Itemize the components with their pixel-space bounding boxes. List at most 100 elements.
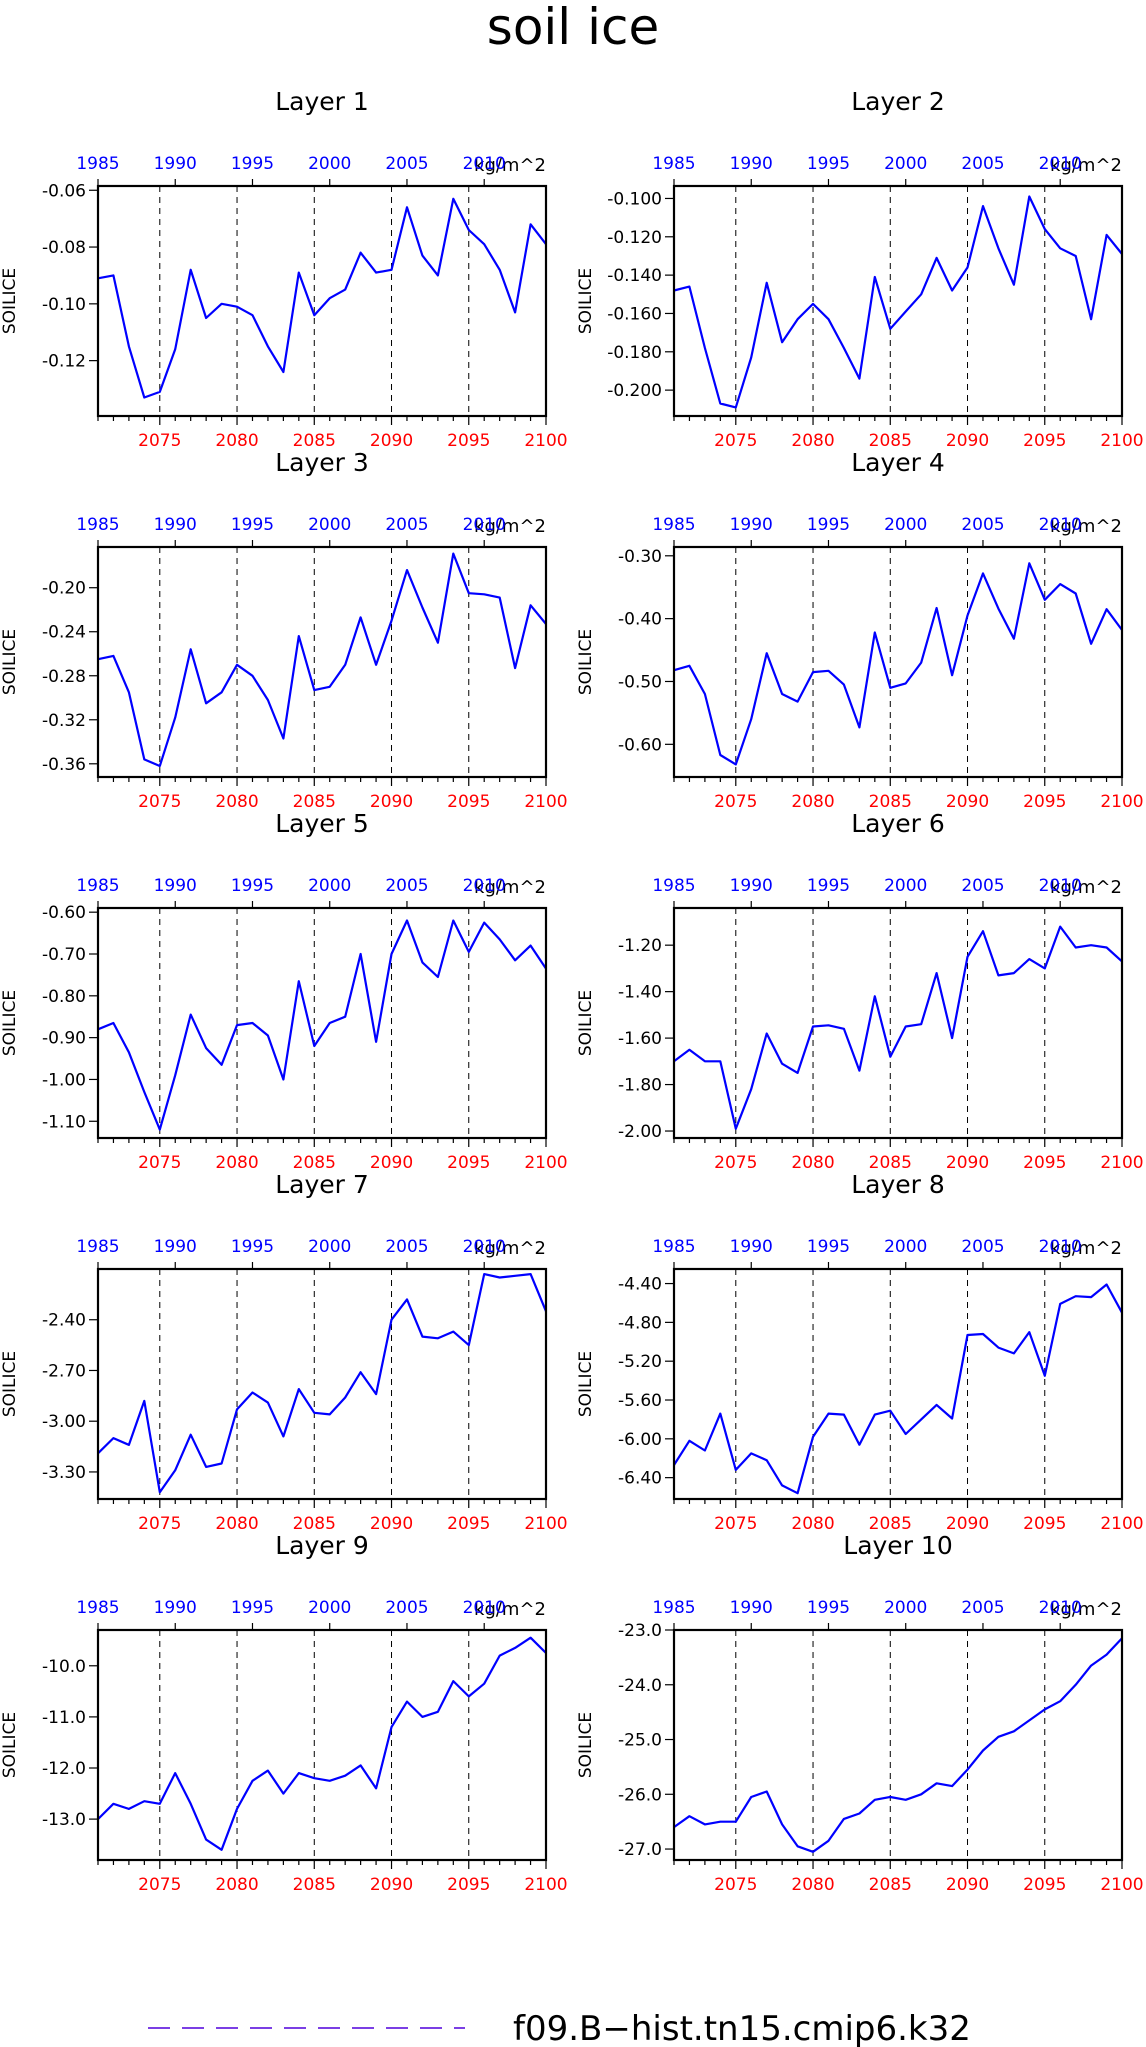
- x-tick-label-top: 1985: [76, 876, 119, 896]
- x-tick-label-top: 2000: [308, 154, 351, 174]
- x-tick-label-bottom: 2100: [1100, 1514, 1143, 1534]
- x-tick-label-bottom: 2100: [524, 1153, 567, 1173]
- data-series-line: [97, 1636, 547, 1851]
- figure-title: soil ice: [487, 0, 659, 56]
- y-tick-label: -2.00: [618, 1122, 662, 1142]
- units-label: kg/m^2: [1050, 1238, 1122, 1259]
- y-tick-label: -0.90: [42, 1029, 86, 1049]
- chart-panel-1: Layer 1 kg/m^2 SOILICE 2075 2080 2085 2090 2095…: [0, 87, 568, 451]
- y-tick-label: -1.10: [42, 1112, 86, 1132]
- x-tick-label-top: 1985: [652, 154, 695, 174]
- x-tick-label-bottom: 2080: [791, 1875, 834, 1895]
- x-tick-label-top: 2010: [1039, 876, 1082, 896]
- chart-panel-5: Layer 5 kg/m^2 SOILICE 2075 2080 2085 2090 2095…: [0, 809, 568, 1173]
- y-tick-label: -12.0: [42, 1759, 86, 1779]
- panel-title: Layer 7: [275, 1170, 369, 1199]
- x-tick-label-top: 1990: [154, 154, 197, 174]
- panel-title: Layer 6: [851, 809, 945, 838]
- units-label: kg/m^2: [1050, 1599, 1122, 1620]
- x-tick-label-bottom: 2085: [869, 1153, 912, 1173]
- data-series-line: [97, 552, 547, 768]
- x-tick-label-top: 1990: [154, 1237, 197, 1257]
- x-tick-label-top: 2010: [1039, 1598, 1082, 1618]
- x-tick-label-top: 2000: [308, 1598, 351, 1618]
- x-tick-label-top: 2005: [961, 1598, 1004, 1618]
- panel-title: Layer 8: [851, 1170, 945, 1199]
- x-tick-label-bottom: 2100: [1100, 431, 1143, 451]
- x-tick-label-bottom: 2090: [946, 431, 989, 451]
- y-tick-label: -0.60: [42, 903, 86, 923]
- y-axis-label: SOILICE: [576, 268, 596, 334]
- chart-panel-8: Layer 8 kg/m^2 SOILICE 2075 2080 2085 2090 2095…: [576, 1170, 1144, 1534]
- x-tick-label-top: 2000: [308, 876, 351, 896]
- x-tick-label-bottom: 2090: [370, 1153, 413, 1173]
- x-tick-label-bottom: 2095: [1023, 1875, 1066, 1895]
- y-tick-label: -0.40: [618, 610, 662, 630]
- x-tick-label-top: 1990: [154, 876, 197, 896]
- y-tick-label: -0.50: [618, 672, 662, 692]
- x-tick-label-top: 2000: [308, 1237, 351, 1257]
- y-tick-label: -0.10: [42, 295, 86, 315]
- x-tick-label-bottom: 2100: [524, 431, 567, 451]
- plot-frame: [96, 1267, 548, 1501]
- y-tick-label: -0.100: [607, 189, 662, 209]
- x-tick-label-bottom: 2075: [138, 1875, 181, 1895]
- plot-frame: [672, 545, 1124, 779]
- plot-frame: [672, 906, 1124, 1140]
- chart-panel-6: Layer 6 kg/m^2 SOILICE 2075 2080 2085 2090 2095…: [576, 809, 1144, 1173]
- y-tick-label: -11.0: [42, 1708, 86, 1728]
- x-tick-label-bottom: 2095: [447, 431, 490, 451]
- x-tick-label-top: 1995: [807, 1598, 850, 1618]
- x-tick-label-bottom: 2095: [447, 1153, 490, 1173]
- chart-panel-7: Layer 7 kg/m^2 SOILICE 2075 2080 2085 2090 2095…: [0, 1170, 568, 1534]
- data-series-line: [97, 197, 547, 399]
- x-tick-label-bottom: 2080: [791, 1153, 834, 1173]
- x-tick-label-top: 2010: [463, 1237, 506, 1257]
- y-tick-label: -1.20: [618, 936, 662, 956]
- units-label: kg/m^2: [474, 1238, 546, 1259]
- x-tick-label-top: 1985: [652, 876, 695, 896]
- units-label: kg/m^2: [474, 516, 546, 537]
- x-tick-label-bottom: 2085: [869, 1514, 912, 1534]
- x-tick-label-top: 2000: [884, 1598, 927, 1618]
- y-tick-label: -0.06: [42, 181, 86, 201]
- plot-frame: [672, 184, 1124, 418]
- x-tick-label-bottom: 2080: [791, 792, 834, 812]
- x-tick-label-top: 2000: [884, 515, 927, 535]
- x-tick-label-bottom: 2095: [447, 792, 490, 812]
- x-tick-label-top: 1990: [154, 1598, 197, 1618]
- y-tick-label: -0.120: [607, 228, 662, 248]
- chart-panel-4: Layer 4 kg/m^2 SOILICE 2075 2080 2085 2090 2095…: [576, 448, 1144, 812]
- x-tick-label-top: 1995: [231, 515, 274, 535]
- data-series-line: [97, 919, 547, 1131]
- y-tick-label: -0.12: [42, 352, 86, 372]
- x-tick-label-top: 2000: [884, 154, 927, 174]
- x-tick-label-bottom: 2095: [1023, 792, 1066, 812]
- y-tick-label: -13.0: [42, 1810, 86, 1830]
- x-tick-label-bottom: 2085: [869, 792, 912, 812]
- y-axis-label: SOILICE: [576, 629, 596, 695]
- x-tick-label-bottom: 2090: [946, 1514, 989, 1534]
- x-tick-label-top: 2005: [961, 876, 1004, 896]
- legend-label: f09.B−hist.tn15.cmip6.k32: [513, 2009, 971, 2047]
- panel-title: Layer 2: [851, 87, 945, 116]
- panel-title: Layer 4: [851, 448, 945, 477]
- x-tick-label-bottom: 2075: [714, 431, 757, 451]
- x-tick-label-top: 1995: [807, 876, 850, 896]
- x-tick-label-bottom: 2075: [138, 1153, 181, 1173]
- y-axis-label: SOILICE: [0, 990, 20, 1056]
- x-tick-label-bottom: 2095: [1023, 431, 1066, 451]
- x-tick-label-top: 2005: [385, 876, 428, 896]
- y-tick-label: -1.80: [618, 1076, 662, 1096]
- x-tick-label-top: 2010: [1039, 154, 1082, 174]
- y-tick-label: -5.60: [618, 1391, 662, 1411]
- y-tick-label: -4.80: [618, 1313, 662, 1333]
- x-tick-label-top: 1995: [231, 154, 274, 174]
- panel-title: Layer 9: [275, 1531, 369, 1560]
- y-tick-label: -0.160: [607, 304, 662, 324]
- x-tick-label-bottom: 2095: [447, 1514, 490, 1534]
- chart-panel-9: Layer 9 kg/m^2 SOILICE 2075 2080 2085 2090 2095…: [0, 1531, 568, 1895]
- x-tick-label-bottom: 2075: [714, 1153, 757, 1173]
- y-tick-label: -0.70: [42, 945, 86, 965]
